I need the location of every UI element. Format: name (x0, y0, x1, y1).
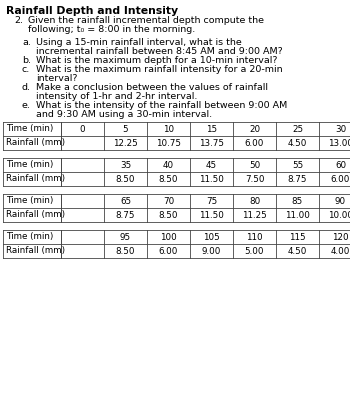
Text: Rainfall (mm): Rainfall (mm) (6, 246, 65, 256)
Text: 40: 40 (163, 160, 174, 170)
Text: 0: 0 (80, 124, 85, 134)
Text: Time (min): Time (min) (6, 124, 53, 134)
Text: 11.50: 11.50 (199, 210, 224, 220)
Text: 8.50: 8.50 (159, 210, 178, 220)
Text: 8.75: 8.75 (116, 210, 135, 220)
Text: Time (min): Time (min) (6, 160, 53, 170)
Text: 95: 95 (120, 232, 131, 242)
Text: What is the intensity of the rainfall between 9:00 AM: What is the intensity of the rainfall be… (36, 101, 287, 110)
Text: 9.00: 9.00 (202, 246, 221, 256)
Text: 25: 25 (292, 124, 303, 134)
Text: 4.00: 4.00 (331, 246, 350, 256)
Text: 15: 15 (206, 124, 217, 134)
Text: d.: d. (22, 83, 31, 92)
Text: and 9:30 AM using a 30-min interval.: and 9:30 AM using a 30-min interval. (36, 110, 212, 119)
Text: 120: 120 (332, 232, 349, 242)
Text: 13.00: 13.00 (328, 138, 350, 148)
Text: What is the maximum depth for a 10-min interval?: What is the maximum depth for a 10-min i… (36, 56, 278, 65)
Text: 30: 30 (335, 124, 346, 134)
Text: 12.25: 12.25 (113, 138, 138, 148)
Text: 105: 105 (203, 232, 220, 242)
Text: b.: b. (22, 56, 31, 65)
Text: 85: 85 (292, 196, 303, 206)
Text: 35: 35 (120, 160, 131, 170)
Text: Given the rainfall incremental depth compute the: Given the rainfall incremental depth com… (28, 16, 264, 25)
Text: 4.50: 4.50 (288, 246, 307, 256)
Text: 10.00: 10.00 (328, 210, 350, 220)
Text: Rainfall (mm): Rainfall (mm) (6, 174, 65, 184)
Text: 10: 10 (163, 124, 174, 134)
Text: Time (min): Time (min) (6, 232, 53, 242)
Text: following; t₀ = 8:00 in the morning.: following; t₀ = 8:00 in the morning. (28, 25, 195, 34)
Text: 80: 80 (249, 196, 260, 206)
Text: 8.50: 8.50 (159, 174, 178, 184)
Text: 90: 90 (335, 196, 346, 206)
Text: Rainfall (mm): Rainfall (mm) (6, 138, 65, 148)
Text: Rainfall Depth and Intensity: Rainfall Depth and Intensity (6, 6, 178, 16)
Text: 65: 65 (120, 196, 131, 206)
Text: Make a conclusion between the values of rainfall: Make a conclusion between the values of … (36, 83, 268, 92)
Text: 6.00: 6.00 (245, 138, 264, 148)
Text: 6.00: 6.00 (331, 174, 350, 184)
Text: Rainfall (mm): Rainfall (mm) (6, 210, 65, 220)
Text: 4.50: 4.50 (288, 138, 307, 148)
Text: 13.75: 13.75 (199, 138, 224, 148)
Text: 100: 100 (160, 232, 177, 242)
Text: 5.00: 5.00 (245, 246, 264, 256)
Text: 20: 20 (249, 124, 260, 134)
Text: 8.75: 8.75 (288, 174, 307, 184)
Text: incremental rainfall between 8:45 AM and 9:00 AM?: incremental rainfall between 8:45 AM and… (36, 47, 283, 56)
Text: a.: a. (22, 38, 31, 47)
Text: 11.25: 11.25 (242, 210, 267, 220)
Text: 8.50: 8.50 (116, 246, 135, 256)
Text: interval?: interval? (36, 74, 77, 83)
Text: 60: 60 (335, 160, 346, 170)
Text: intensity of 1-hr and 2-hr interval.: intensity of 1-hr and 2-hr interval. (36, 92, 197, 101)
Text: 5: 5 (123, 124, 128, 134)
Text: 45: 45 (206, 160, 217, 170)
Text: 7.50: 7.50 (245, 174, 264, 184)
Text: Time (min): Time (min) (6, 196, 53, 206)
Text: 2.: 2. (14, 16, 23, 25)
Text: 10.75: 10.75 (156, 138, 181, 148)
Text: 75: 75 (206, 196, 217, 206)
Text: 6.00: 6.00 (159, 246, 178, 256)
Text: 70: 70 (163, 196, 174, 206)
Text: What is the maximum rainfall intensity for a 20-min: What is the maximum rainfall intensity f… (36, 65, 283, 74)
Text: 55: 55 (292, 160, 303, 170)
Text: c.: c. (22, 65, 30, 74)
Text: 8.50: 8.50 (116, 174, 135, 184)
Text: e.: e. (22, 101, 31, 110)
Text: Using a 15-min rainfall interval, what is the: Using a 15-min rainfall interval, what i… (36, 38, 242, 47)
Text: 11.50: 11.50 (199, 174, 224, 184)
Text: 115: 115 (289, 232, 306, 242)
Text: 110: 110 (246, 232, 263, 242)
Text: 11.00: 11.00 (285, 210, 310, 220)
Text: 50: 50 (249, 160, 260, 170)
